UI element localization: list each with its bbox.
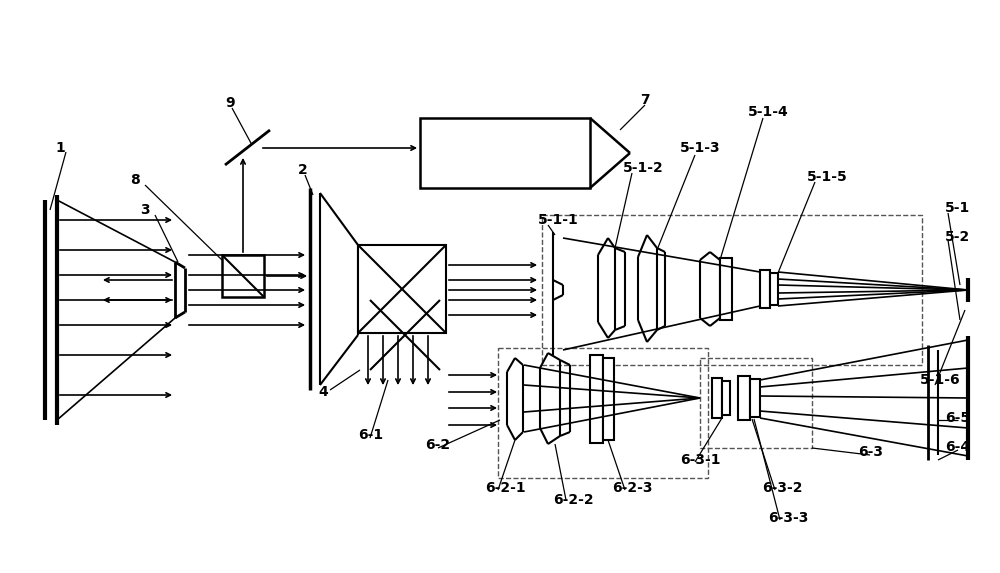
Bar <box>498 348 708 478</box>
Text: 6-3-1: 6-3-1 <box>680 453 720 467</box>
Bar <box>722 381 730 415</box>
Text: 5-1-4: 5-1-4 <box>748 105 789 119</box>
Text: 5-1-5: 5-1-5 <box>807 170 848 184</box>
Bar <box>760 270 770 308</box>
Text: 5-1-2: 5-1-2 <box>623 161 664 175</box>
Bar <box>738 376 750 420</box>
Text: 1: 1 <box>55 141 65 155</box>
Text: 5-1-6: 5-1-6 <box>920 373 961 387</box>
Text: 6-4: 6-4 <box>945 440 970 454</box>
Text: 7: 7 <box>640 93 650 107</box>
Bar <box>750 379 760 417</box>
Text: 2: 2 <box>298 163 308 177</box>
Bar <box>720 258 732 320</box>
Bar <box>700 358 812 448</box>
Text: 9: 9 <box>225 96 235 110</box>
Text: 8: 8 <box>130 173 140 187</box>
Bar <box>770 273 778 305</box>
Text: 6-1: 6-1 <box>358 428 383 442</box>
Bar <box>712 378 722 418</box>
Text: 6-3: 6-3 <box>858 445 883 459</box>
Text: 6-2: 6-2 <box>425 438 450 452</box>
Text: 6-2-2: 6-2-2 <box>553 493 594 507</box>
Text: 6-3-2: 6-3-2 <box>762 481 802 495</box>
Text: 6-2-3: 6-2-3 <box>612 481 652 495</box>
Bar <box>603 358 614 440</box>
Text: 5-1: 5-1 <box>945 201 970 215</box>
Bar <box>420 118 590 188</box>
Bar <box>222 255 264 297</box>
Text: 4: 4 <box>318 385 328 399</box>
Text: 6-3-3: 6-3-3 <box>768 511 808 525</box>
Bar <box>590 355 603 443</box>
Bar <box>358 245 446 333</box>
Text: 6-2-1: 6-2-1 <box>485 481 526 495</box>
Text: 5-2: 5-2 <box>945 230 970 244</box>
Text: 5-1-3: 5-1-3 <box>680 141 721 155</box>
Text: 3: 3 <box>140 203 150 217</box>
Text: 6-5: 6-5 <box>945 411 970 425</box>
Text: 5-1-1: 5-1-1 <box>538 213 579 227</box>
Bar <box>542 215 922 365</box>
